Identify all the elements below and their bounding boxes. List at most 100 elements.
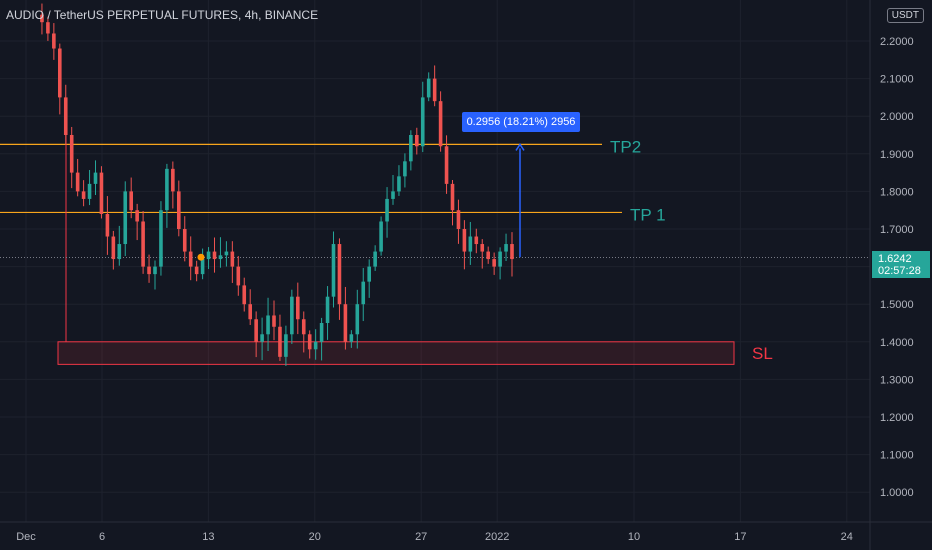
price-tick-label: 1.5000 (880, 299, 914, 311)
time-tick-label: 2022 (485, 531, 509, 543)
price-tick-label: 1.0000 (880, 487, 914, 499)
candle-body (307, 334, 312, 350)
measure-label[interactable]: 0.2956 (18.21%) 2956 (462, 112, 580, 132)
candle-body (242, 285, 247, 305)
time-tick-label: 20 (309, 531, 321, 543)
time-tick-label: Dec (16, 531, 36, 543)
candle-body (397, 176, 401, 192)
candle-body (468, 236, 473, 252)
candle-body (87, 183, 92, 199)
candle-body (343, 304, 348, 342)
candle-body (58, 48, 62, 98)
candle-body (177, 191, 181, 229)
time-axis: Dec 6 13 20 27 2022 10 17 24 (16, 531, 853, 543)
candle-body (403, 161, 407, 177)
candle-body (194, 266, 199, 275)
price-tick-label: 1.9000 (880, 149, 914, 161)
candle-body (498, 251, 502, 267)
candle-body (230, 251, 235, 267)
candle-body (355, 304, 360, 335)
candle-body (248, 304, 252, 320)
candle-body (444, 146, 449, 184)
candle-body (236, 266, 241, 286)
candle-body (426, 78, 431, 98)
candle-body (182, 229, 187, 252)
candle-body (153, 266, 157, 275)
candles (40, 3, 514, 366)
candle-body (415, 135, 419, 147)
candle-body (379, 221, 383, 252)
candle-body (486, 251, 490, 260)
price-tick-label: 1.8000 (880, 186, 914, 198)
candle-body (385, 198, 389, 222)
price-tick-label: 2.0000 (880, 111, 914, 123)
candle-body (313, 341, 318, 350)
candle-body (200, 259, 205, 275)
candle-body (254, 319, 258, 342)
candle-body (159, 210, 163, 267)
measure-arrow-head (515, 143, 525, 151)
stop-loss-label: SL (752, 344, 773, 363)
candle-body (284, 334, 288, 357)
candle-body (171, 168, 175, 192)
candle-body (504, 244, 508, 252)
candle-body (438, 101, 443, 147)
candle-body (99, 172, 104, 214)
candle-body (480, 244, 485, 252)
candle-body (325, 296, 330, 323)
candle-body (450, 183, 455, 211)
candle-body (361, 281, 366, 305)
candle-body (129, 191, 133, 211)
candle-body (105, 213, 110, 237)
candle-body (46, 22, 50, 34)
candle-body (296, 296, 300, 320)
chart-title: AUDIO / TetherUS PERPETUAL FUTURES, 4h, … (6, 8, 319, 22)
candle-body (40, 14, 44, 23)
candle-body (510, 244, 514, 260)
candle-body (272, 315, 276, 327)
candle-body (373, 251, 377, 267)
candle-body (63, 97, 68, 135)
candle-body (337, 244, 342, 305)
candle-body (212, 251, 217, 260)
candle-body (218, 255, 223, 260)
candle-body (141, 221, 145, 267)
candle-body (420, 97, 425, 147)
price-tick-label: 1.3000 (880, 374, 914, 386)
take-profit-label: TP2 (610, 137, 641, 156)
candle-body (290, 296, 294, 335)
chart-grid (0, 0, 870, 522)
candle-body (165, 168, 169, 211)
candle-body (278, 326, 282, 357)
candle-body (135, 210, 139, 222)
price-tick-label: 1.4000 (880, 337, 914, 349)
candle-body (52, 33, 56, 49)
candle-body (409, 135, 413, 162)
candle-body (391, 191, 395, 199)
candle-body (75, 172, 80, 192)
candle-body (188, 251, 193, 267)
price-tick-label: 2.1000 (880, 74, 914, 86)
bar-countdown: 02:57:28 (878, 264, 921, 277)
candle-body (319, 323, 324, 342)
price-marker-dot (197, 253, 205, 261)
candle-body (301, 319, 306, 335)
candle-body (266, 315, 270, 335)
candle-body (492, 259, 496, 267)
level-lines: TP2 TP 1 SL (0, 110, 870, 365)
candle-body (331, 244, 336, 297)
candle-body (456, 210, 461, 229)
candle-body (432, 78, 437, 102)
candle-body (147, 266, 151, 275)
currency-unit-badge[interactable]: USDT (886, 8, 924, 23)
candle-body (123, 191, 128, 245)
candle-body (462, 229, 467, 252)
price-tick-label: 1.1000 (880, 450, 914, 462)
time-tick-label: 6 (99, 531, 105, 543)
candle-body (93, 172, 98, 184)
candle-body (367, 266, 371, 282)
time-tick-label: 10 (628, 531, 640, 543)
last-price-tag: 1.6242 02:57:28 (872, 250, 930, 278)
candle-body (349, 334, 354, 342)
